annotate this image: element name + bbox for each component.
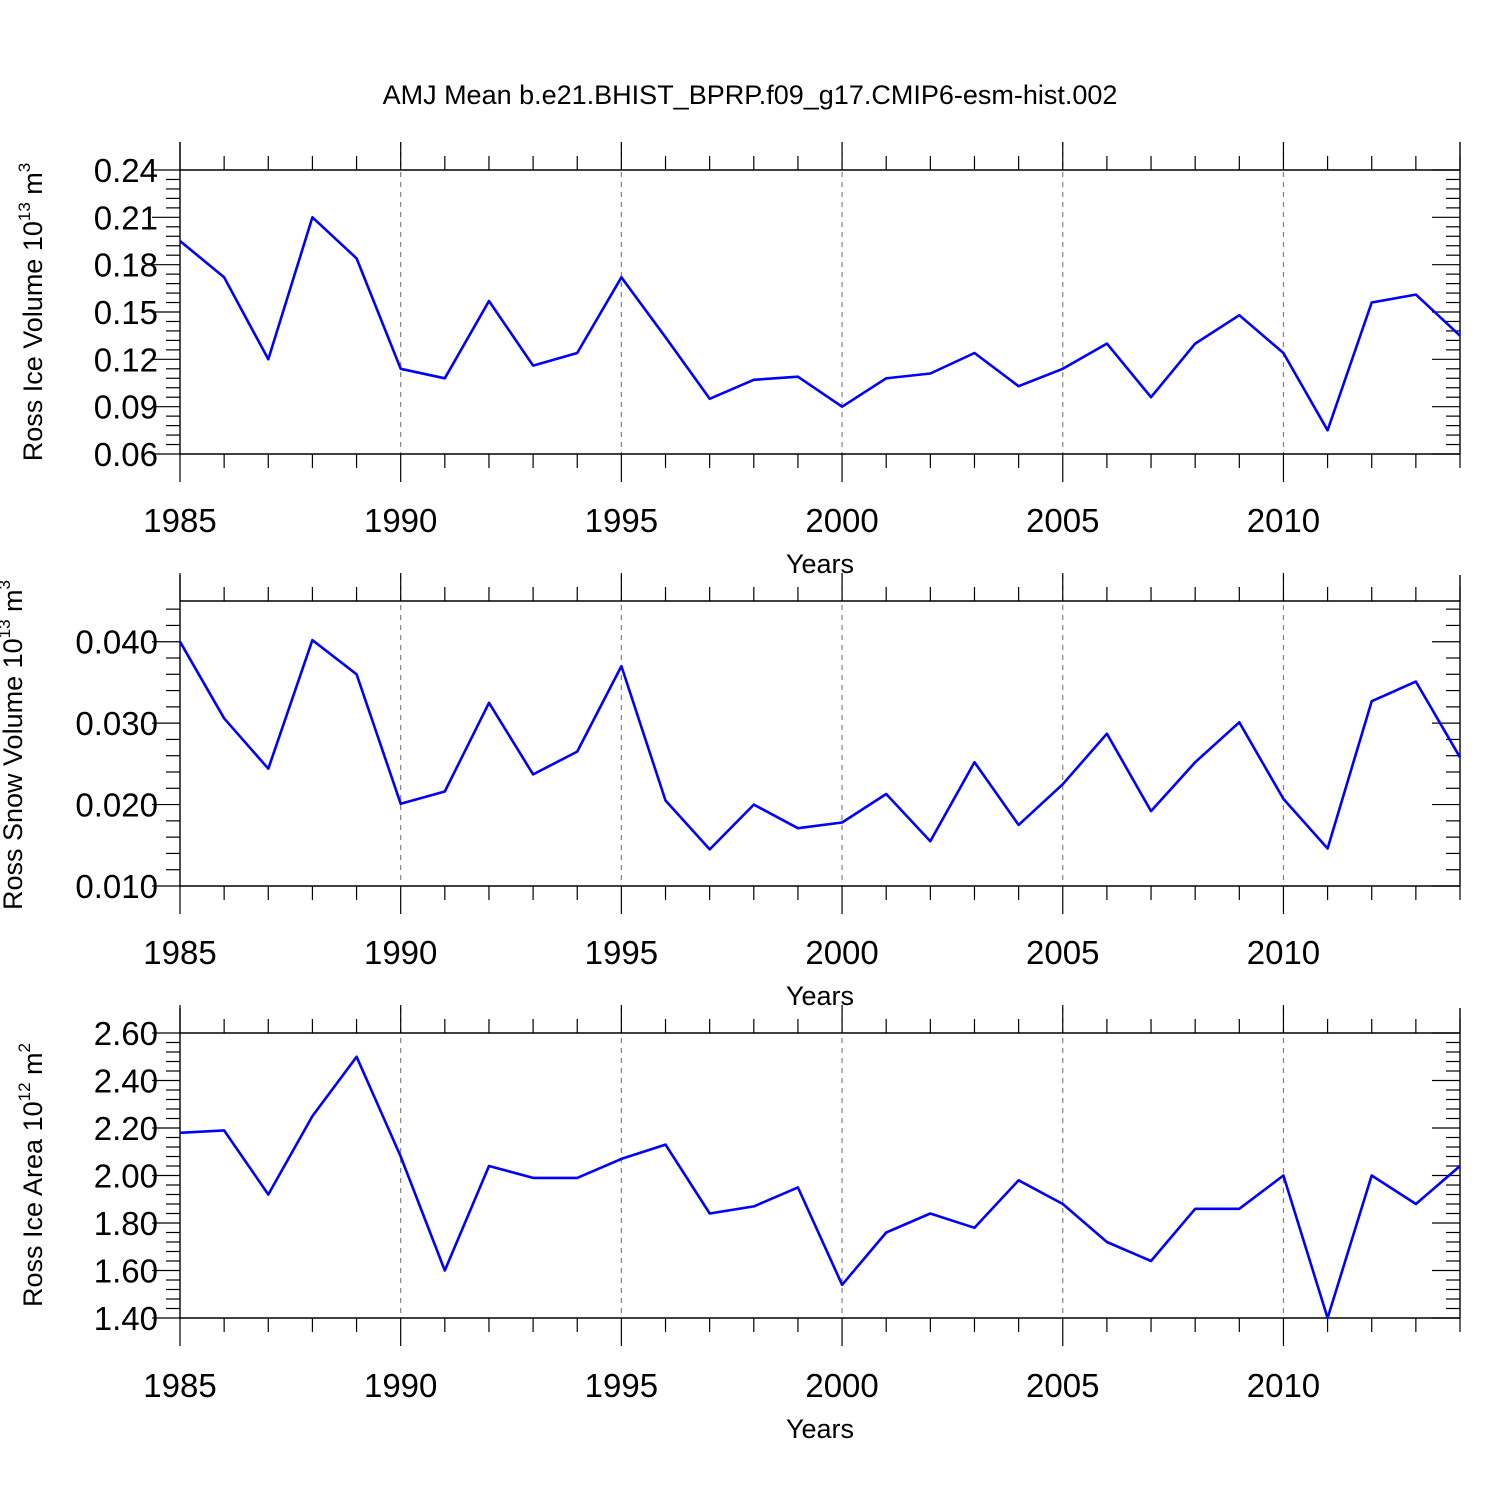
x-tick-label: 2005 bbox=[1026, 934, 1099, 971]
y-tick-label: 2.20 bbox=[94, 1110, 158, 1147]
y-tick-label: 0.18 bbox=[94, 247, 158, 284]
x-tick-label: 1995 bbox=[585, 934, 658, 971]
y-tick-label: 0.030 bbox=[75, 705, 158, 742]
y-tick-label: 1.40 bbox=[94, 1300, 158, 1337]
x-tick-label: 1995 bbox=[585, 1367, 658, 1404]
x-axis-title: Years bbox=[786, 981, 854, 1011]
y-tick-label: 2.60 bbox=[94, 1015, 158, 1052]
chart-title: AMJ Mean b.e21.BHIST_BPRP.f09_g17.CMIP6-… bbox=[382, 80, 1118, 110]
x-tick-label: 2000 bbox=[805, 502, 878, 539]
x-axis-title: Years bbox=[786, 1414, 854, 1444]
x-tick-label: 2010 bbox=[1247, 502, 1320, 539]
y-tick-label: 0.040 bbox=[75, 624, 158, 661]
x-tick-label: 1985 bbox=[143, 934, 216, 971]
series-line bbox=[179, 216, 1461, 432]
y-tick-label: 0.06 bbox=[94, 436, 158, 473]
y-tick-label: 2.40 bbox=[94, 1063, 158, 1100]
y-tick-label: 0.12 bbox=[94, 341, 158, 378]
y-tick-label: 0.21 bbox=[94, 199, 158, 236]
y-tick-label: 0.010 bbox=[75, 868, 158, 905]
y-tick-label: 2.00 bbox=[94, 1158, 158, 1195]
x-tick-label: 1985 bbox=[143, 502, 216, 539]
x-tick-label: 1990 bbox=[364, 1367, 437, 1404]
x-tick-label: 2000 bbox=[805, 934, 878, 971]
x-tick-label: 2010 bbox=[1247, 1367, 1320, 1404]
y-tick-label: 1.80 bbox=[94, 1205, 158, 1242]
x-tick-label: 2000 bbox=[805, 1367, 878, 1404]
x-tick-label: 2005 bbox=[1026, 1367, 1099, 1404]
y-axis-title: Ross Ice Volume 1013 m3 bbox=[15, 163, 48, 462]
series-line bbox=[178, 638, 1462, 851]
y-axis-title: Ross Snow Volume 1013 m3 bbox=[0, 580, 28, 910]
y-axis-title: Ross Ice Area 1012 m2 bbox=[15, 1043, 48, 1307]
y-tick-label: 0.09 bbox=[94, 389, 158, 426]
x-tick-label: 1995 bbox=[585, 502, 658, 539]
x-tick-label: 2010 bbox=[1247, 934, 1320, 971]
x-tick-label: 1990 bbox=[364, 502, 437, 539]
y-tick-label: 0.24 bbox=[94, 152, 158, 189]
series-line bbox=[179, 1055, 1461, 1320]
x-tick-label: 1990 bbox=[364, 934, 437, 971]
x-axis-title: Years bbox=[786, 549, 854, 579]
x-tick-label: 2005 bbox=[1026, 502, 1099, 539]
y-tick-label: 0.15 bbox=[94, 294, 158, 331]
x-tick-label: 1985 bbox=[143, 1367, 216, 1404]
y-tick-label: 1.60 bbox=[94, 1253, 158, 1290]
y-tick-label: 0.020 bbox=[75, 787, 158, 824]
